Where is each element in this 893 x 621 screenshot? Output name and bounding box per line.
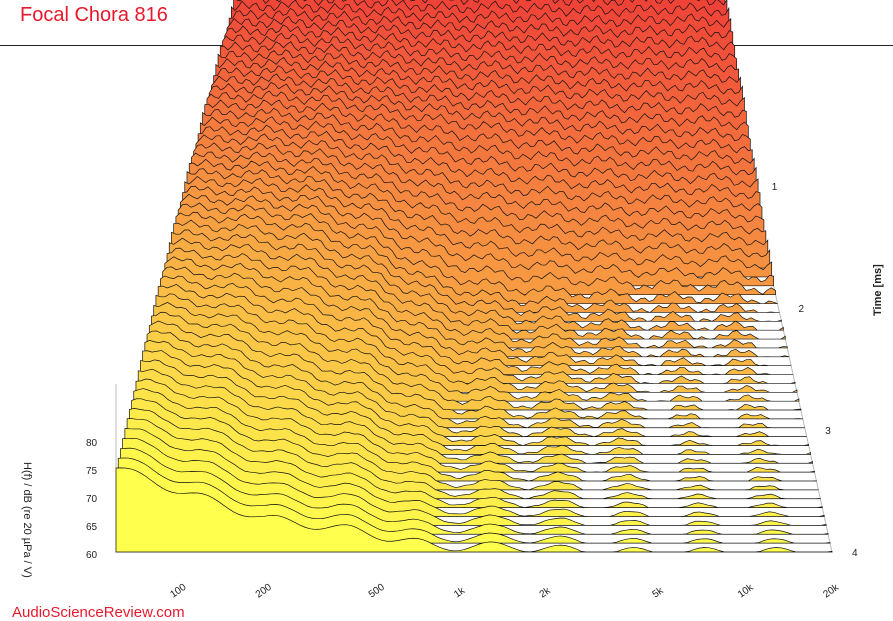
decay-slices: [115, 0, 833, 553]
y-tick-label: 80: [86, 438, 98, 449]
y-tick-label: 65: [86, 522, 98, 533]
x-tick-label: 200: [254, 582, 274, 601]
footer-credit: AudioScienceReview.com: [12, 604, 185, 621]
y-tick-label: 60: [86, 550, 98, 561]
x-tick-label: 1k: [452, 585, 468, 601]
x-tick-label: 500: [367, 582, 387, 601]
y-axis-label: H(f) / dB (re 20 µPa / V): [21, 462, 33, 578]
x-tick-label: 5k: [651, 585, 667, 601]
z-tick-label: 3: [825, 426, 831, 437]
x-tick-label: 20k: [821, 582, 841, 601]
z-tick-label: 1: [772, 182, 778, 193]
brand-title: Focal Chora 816: [20, 4, 168, 26]
x-tick-label: 2k: [538, 585, 554, 601]
decay-slice: [117, 457, 831, 544]
x-tick-label: 10k: [736, 582, 756, 601]
z-axis-label: Time [ms]: [872, 264, 884, 316]
x-tick-label: 100: [168, 582, 188, 601]
y-tick-label: 70: [86, 494, 98, 505]
z-tick-label: 2: [799, 304, 805, 315]
y-tick-label: 75: [86, 466, 98, 477]
z-tick-label: 4: [852, 548, 858, 559]
decay-slice: [115, 467, 833, 553]
